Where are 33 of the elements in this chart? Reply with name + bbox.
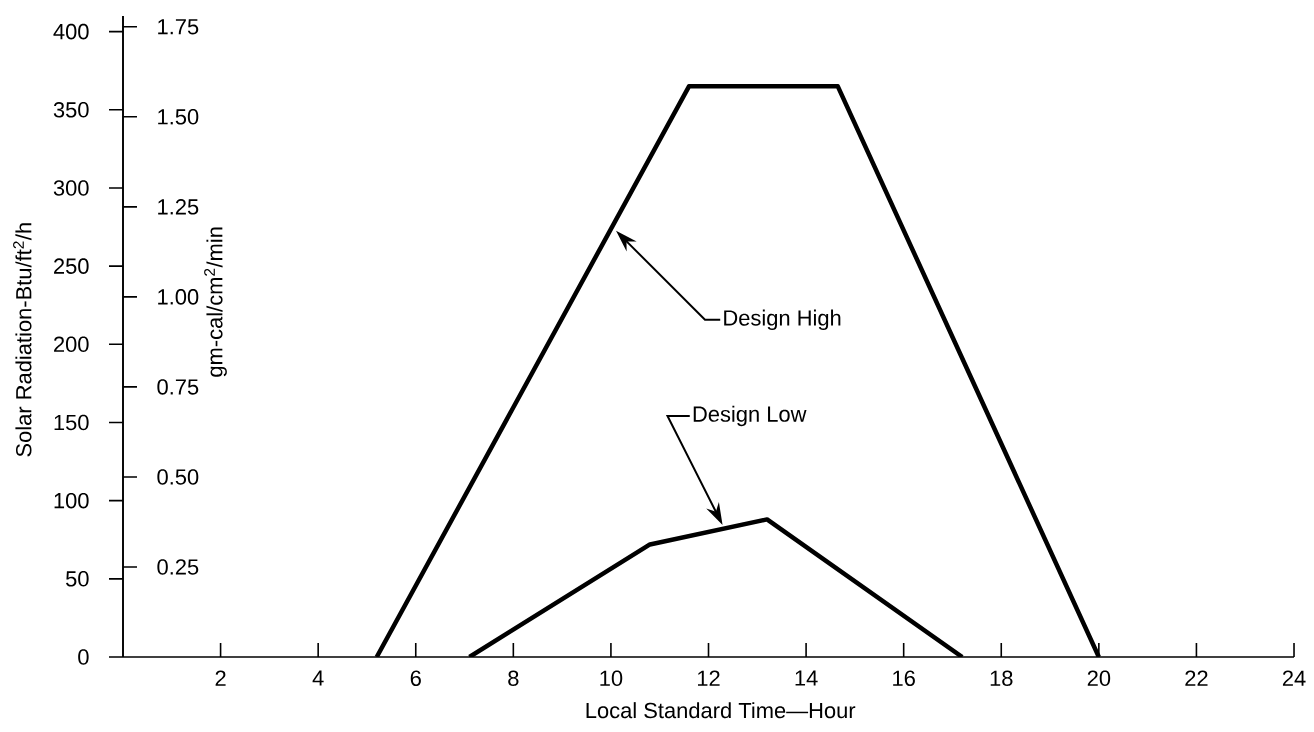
x-tick-label: 24 (1282, 670, 1306, 686)
y-tick-label: 400 (53, 23, 89, 40)
y2-tick-label: 0.25 (157, 559, 199, 575)
y-tick-label: 100 (54, 492, 89, 509)
y-tick-label: 300 (53, 180, 89, 196)
x-tick-label: 20 (1087, 670, 1111, 687)
x-tick-label: 10 (600, 670, 623, 687)
annotation: Design Low (693, 405, 807, 427)
y-axis-title: Solar Radiation-Btu/ft$^{2}$/h (13, 223, 32, 457)
y2-axis-title: gm-cal/cm$^{2}$/min (204, 227, 227, 377)
y2-tick-label: 1.50 (158, 109, 199, 125)
x-tick-label: 4 (312, 670, 324, 686)
y-tick-label: 0 (78, 649, 89, 665)
x-tick-label: 18 (990, 670, 1013, 687)
x-tick-label: 8 (508, 670, 519, 687)
x-tick-label: 16 (893, 670, 915, 687)
x-tick-label: 14 (795, 670, 818, 686)
y-tick-label: 250 (54, 258, 89, 274)
annotation: Design High (724, 309, 841, 331)
x-tick-label: 6 (410, 670, 421, 687)
x-tick-label: 22 (1185, 670, 1208, 686)
y-tick-label: 50 (65, 571, 89, 587)
x-tick-label: 2 (215, 670, 226, 686)
y2-tick-label: 1.75 (158, 19, 199, 35)
x-tick-label: 12 (697, 670, 720, 686)
x-axis-title: Local Standard Time—Hour (586, 702, 856, 719)
y-tick-label: 150 (54, 414, 89, 431)
y2-tick-label: 0.50 (157, 469, 199, 485)
y2-tick-label: 0.75 (157, 379, 199, 395)
y-tick-label: 350 (53, 102, 89, 118)
y2-tick-label: 1.25 (158, 199, 199, 215)
y-tick-label: 200 (54, 336, 89, 353)
y2-tick-label: 1.00 (158, 289, 199, 305)
